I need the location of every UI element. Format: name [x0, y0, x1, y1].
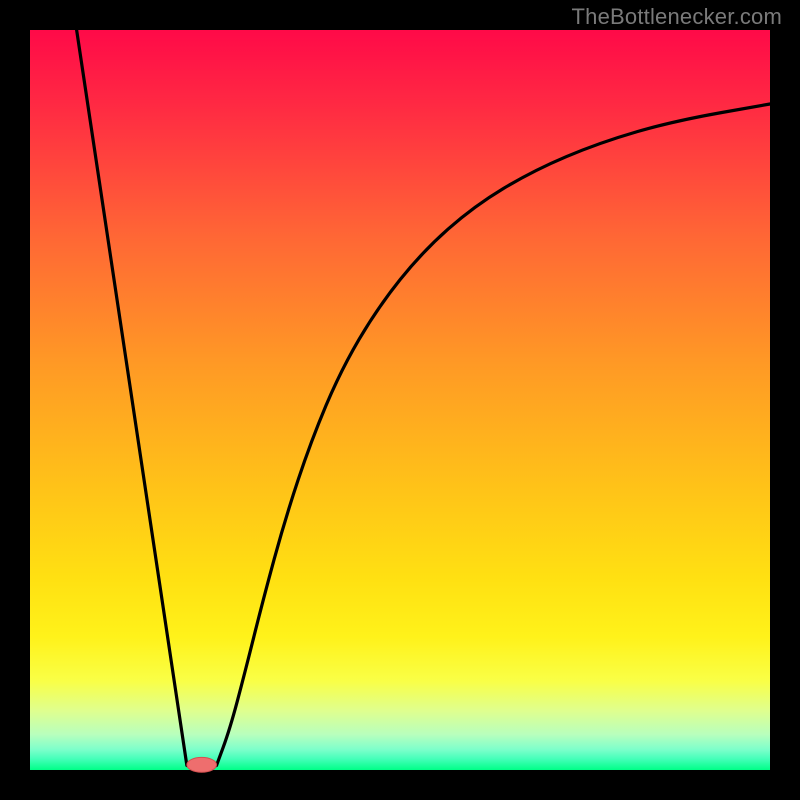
plot-background	[30, 30, 770, 770]
watermark-text: TheBottlenecker.com	[572, 4, 782, 30]
optimum-marker	[187, 757, 217, 772]
figure-root: TheBottlenecker.com	[0, 0, 800, 800]
bottleneck-chart	[0, 0, 800, 800]
